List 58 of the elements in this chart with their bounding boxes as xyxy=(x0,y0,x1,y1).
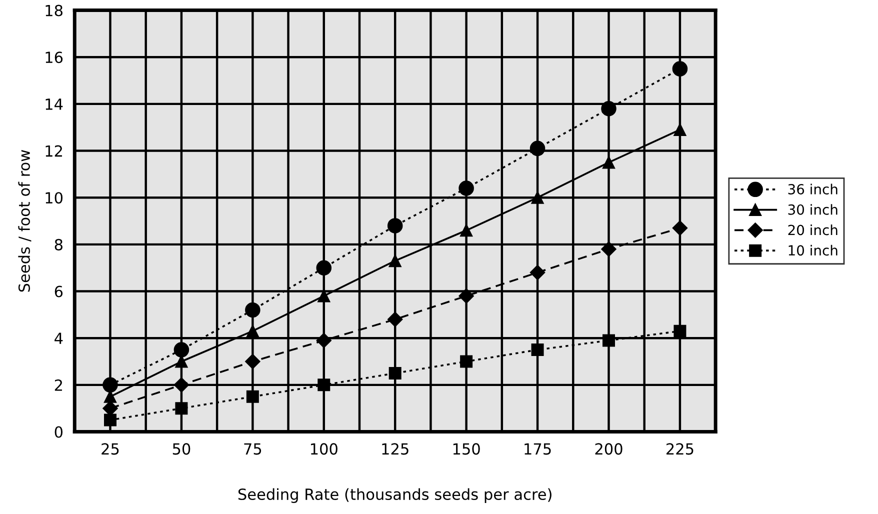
x-tick-label: 125 xyxy=(382,443,408,455)
y-tick-label: 12 xyxy=(46,145,62,157)
x-tick-label: 75 xyxy=(244,443,262,455)
legend-label: 10 inch xyxy=(788,244,838,256)
y-tick-label: 8 xyxy=(54,238,62,250)
point xyxy=(174,377,190,392)
point xyxy=(672,220,688,236)
x-tick-label: 175 xyxy=(524,443,551,455)
y-tick-label: 10 xyxy=(46,192,63,204)
point xyxy=(460,224,473,237)
point xyxy=(387,218,403,234)
point xyxy=(246,390,259,403)
point xyxy=(530,264,546,280)
y-tick-label: 4 xyxy=(54,332,63,344)
point xyxy=(246,324,259,338)
point xyxy=(531,191,544,204)
point xyxy=(102,400,118,416)
point xyxy=(531,344,544,356)
legend-label: 36 inch xyxy=(788,184,838,194)
x-tick-label: 100 xyxy=(310,443,338,455)
legend-label: 30 inch xyxy=(788,204,838,215)
point xyxy=(104,414,116,426)
x-tick-label: 50 xyxy=(172,443,190,455)
y-tick-label: 2 xyxy=(54,379,62,391)
point xyxy=(388,366,402,380)
legend-label: 20 inch xyxy=(788,224,838,236)
point xyxy=(601,242,616,257)
x-tick-label: 225 xyxy=(666,443,694,455)
point xyxy=(316,260,332,276)
point xyxy=(458,288,474,304)
point xyxy=(245,354,260,370)
point xyxy=(102,377,118,393)
y-axis-title: Seeds / foot of row xyxy=(18,150,32,292)
point xyxy=(458,180,474,196)
x-axis-title: Seeding Rate (thousands seeds per acre) xyxy=(238,488,552,503)
point xyxy=(388,254,402,268)
point xyxy=(674,324,686,338)
y-tick-label: 0 xyxy=(54,426,63,438)
point xyxy=(672,61,688,76)
point xyxy=(318,378,330,392)
point xyxy=(175,402,188,415)
point xyxy=(316,332,332,348)
point xyxy=(602,334,615,347)
point xyxy=(245,302,260,318)
y-tick-label: 16 xyxy=(46,52,63,64)
point xyxy=(530,140,546,156)
point xyxy=(601,100,616,116)
y-tick-label: 18 xyxy=(46,4,62,16)
x-tick-label: 25 xyxy=(102,443,119,455)
point xyxy=(388,312,403,327)
x-tick-label: 150 xyxy=(453,443,480,455)
point xyxy=(602,156,615,169)
point xyxy=(174,342,190,358)
point xyxy=(460,355,473,368)
point xyxy=(674,123,686,136)
x-tick-label: 200 xyxy=(595,443,622,455)
y-tick-label: 14 xyxy=(46,98,63,110)
y-tick-label: 6 xyxy=(54,286,63,298)
